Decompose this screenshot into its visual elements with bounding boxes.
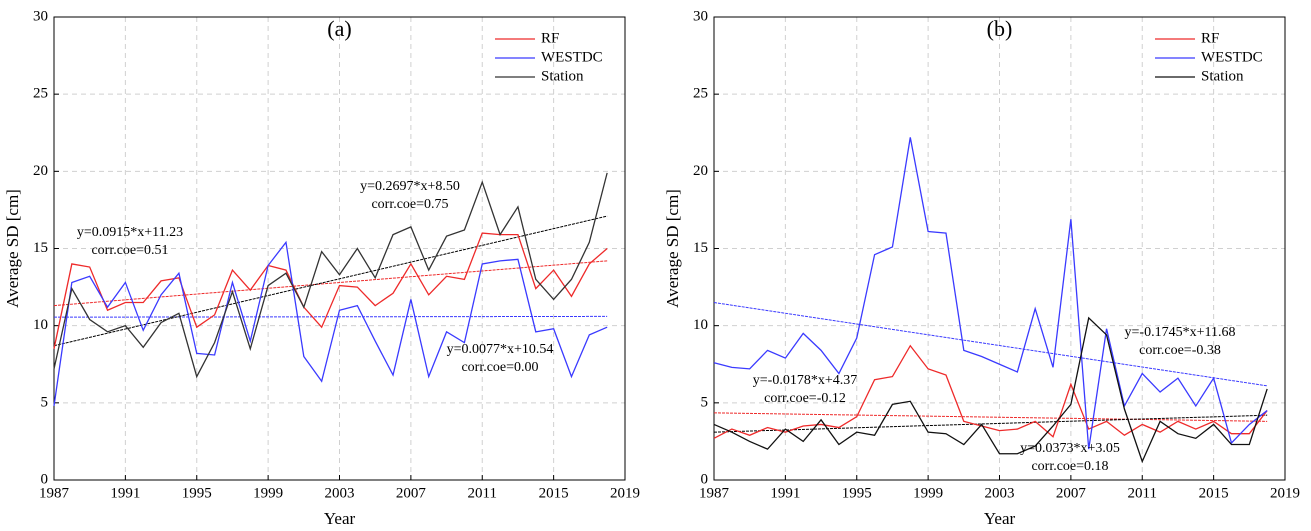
annotation: corr.coe=-0.12 xyxy=(764,391,846,406)
x-tick-label: 2003 xyxy=(985,485,1015,501)
y-tick-label: 15 xyxy=(33,240,48,256)
trend-line xyxy=(53,315,608,318)
annotation: y=-0.0178*x+4.37 xyxy=(753,373,857,388)
x-tick-label: 2015 xyxy=(539,485,569,501)
legend-label: RF xyxy=(541,30,559,46)
legend-label: WESTDC xyxy=(541,49,603,65)
y-tick-label: 10 xyxy=(33,317,48,333)
legend-label: WESTDC xyxy=(1201,49,1263,65)
data-line xyxy=(53,172,608,379)
x-tick-label: 2011 xyxy=(1128,485,1157,501)
y-tick-label: 30 xyxy=(33,8,48,24)
y-tick-label: 30 xyxy=(693,8,708,24)
legend-label: Station xyxy=(541,68,584,84)
y-tick-label: 15 xyxy=(693,240,708,256)
data-line xyxy=(713,316,1268,464)
data-line xyxy=(53,240,608,407)
plot-frame xyxy=(713,16,1286,481)
annotation: corr.coe=0.18 xyxy=(1031,459,1108,474)
annotation: y=0.0077*x+10.54 xyxy=(447,342,554,357)
y-tick-label: 0 xyxy=(41,471,49,487)
annotation: y=0.0373*x+3.05 xyxy=(1020,441,1120,456)
legend-label: Station xyxy=(1201,68,1244,84)
trend-line xyxy=(713,302,1268,387)
y-tick-label: 25 xyxy=(33,86,48,102)
y-axis-label: Average SD [cm] xyxy=(663,189,682,308)
y-axis-label: Average SD [cm] xyxy=(3,189,22,308)
x-tick-label: 1991 xyxy=(110,485,140,501)
annotation: corr.coe=-0.38 xyxy=(1139,343,1221,358)
x-tick-label: 1995 xyxy=(842,485,872,501)
y-tick-label: 25 xyxy=(693,86,708,102)
x-tick-label: 1987 xyxy=(699,485,730,501)
trend-line xyxy=(713,414,1268,433)
x-tick-label: 1987 xyxy=(39,485,70,501)
legend-label: RF xyxy=(1201,30,1219,46)
x-axis-label: Year xyxy=(324,509,356,528)
x-tick-label: 1991 xyxy=(770,485,800,501)
chart-title: (a) xyxy=(327,16,351,41)
x-tick-label: 2019 xyxy=(610,485,640,501)
trend-line xyxy=(713,412,1268,422)
x-tick-label: 2019 xyxy=(1270,485,1300,501)
annotation: y=-0.1745*x+11.68 xyxy=(1125,325,1236,340)
annotation: corr.coe=0.51 xyxy=(91,243,168,258)
data-line xyxy=(713,344,1268,439)
chart-title: (b) xyxy=(987,16,1013,41)
y-tick-label: 5 xyxy=(41,394,49,410)
plot-frame xyxy=(53,16,626,481)
data-line xyxy=(713,137,1268,450)
x-tick-label: 2003 xyxy=(325,485,355,501)
x-tick-label: 2011 xyxy=(468,485,497,501)
annotation: corr.coe=0.00 xyxy=(461,360,538,375)
y-tick-label: 10 xyxy=(693,317,708,333)
x-axis-label: Year xyxy=(984,509,1016,528)
x-tick-label: 2015 xyxy=(1199,485,1229,501)
y-tick-label: 20 xyxy=(693,163,708,179)
annotation: corr.coe=0.75 xyxy=(371,197,448,212)
x-tick-label: 1999 xyxy=(253,485,283,501)
annotation: y=0.2697*x+8.50 xyxy=(360,179,460,194)
annotation: y=0.0915*x+11.23 xyxy=(77,225,183,240)
y-tick-label: 20 xyxy=(33,163,48,179)
y-tick-label: 5 xyxy=(701,394,709,410)
data-line xyxy=(53,232,608,349)
x-tick-label: 1995 xyxy=(182,485,212,501)
x-tick-label: 2007 xyxy=(1056,485,1087,501)
x-tick-label: 2007 xyxy=(396,485,427,501)
y-tick-label: 0 xyxy=(701,471,709,487)
x-tick-label: 1999 xyxy=(913,485,943,501)
